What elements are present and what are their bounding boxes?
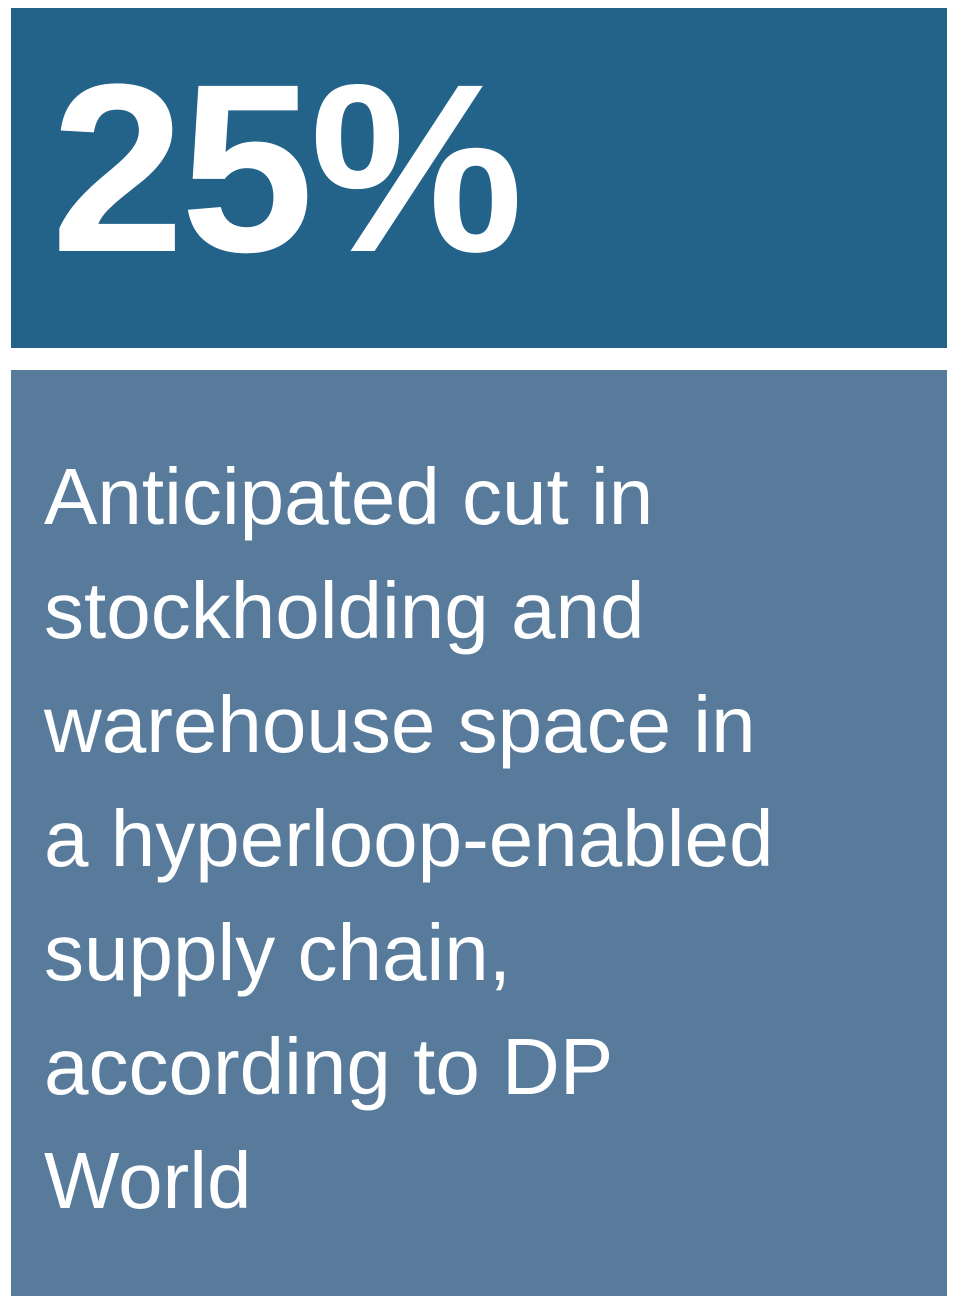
description-panel: Anticipated cut in stockholding and wareho…: [11, 370, 947, 1296]
stat-panel: 25%: [11, 8, 947, 348]
description-line: World: [44, 1136, 252, 1225]
description-line: a hyperloop-enabled: [44, 794, 774, 883]
description: Anticipated cut in stockholding and wareho…: [44, 440, 773, 1238]
stat-value: 25%: [51, 34, 523, 302]
description-line: stockholding and: [44, 566, 645, 655]
description-line: according to DP: [44, 1022, 614, 1111]
description-line: Anticipated cut in: [44, 452, 654, 541]
description-line: supply chain,: [44, 908, 511, 997]
description-line: warehouse space in: [44, 680, 756, 769]
